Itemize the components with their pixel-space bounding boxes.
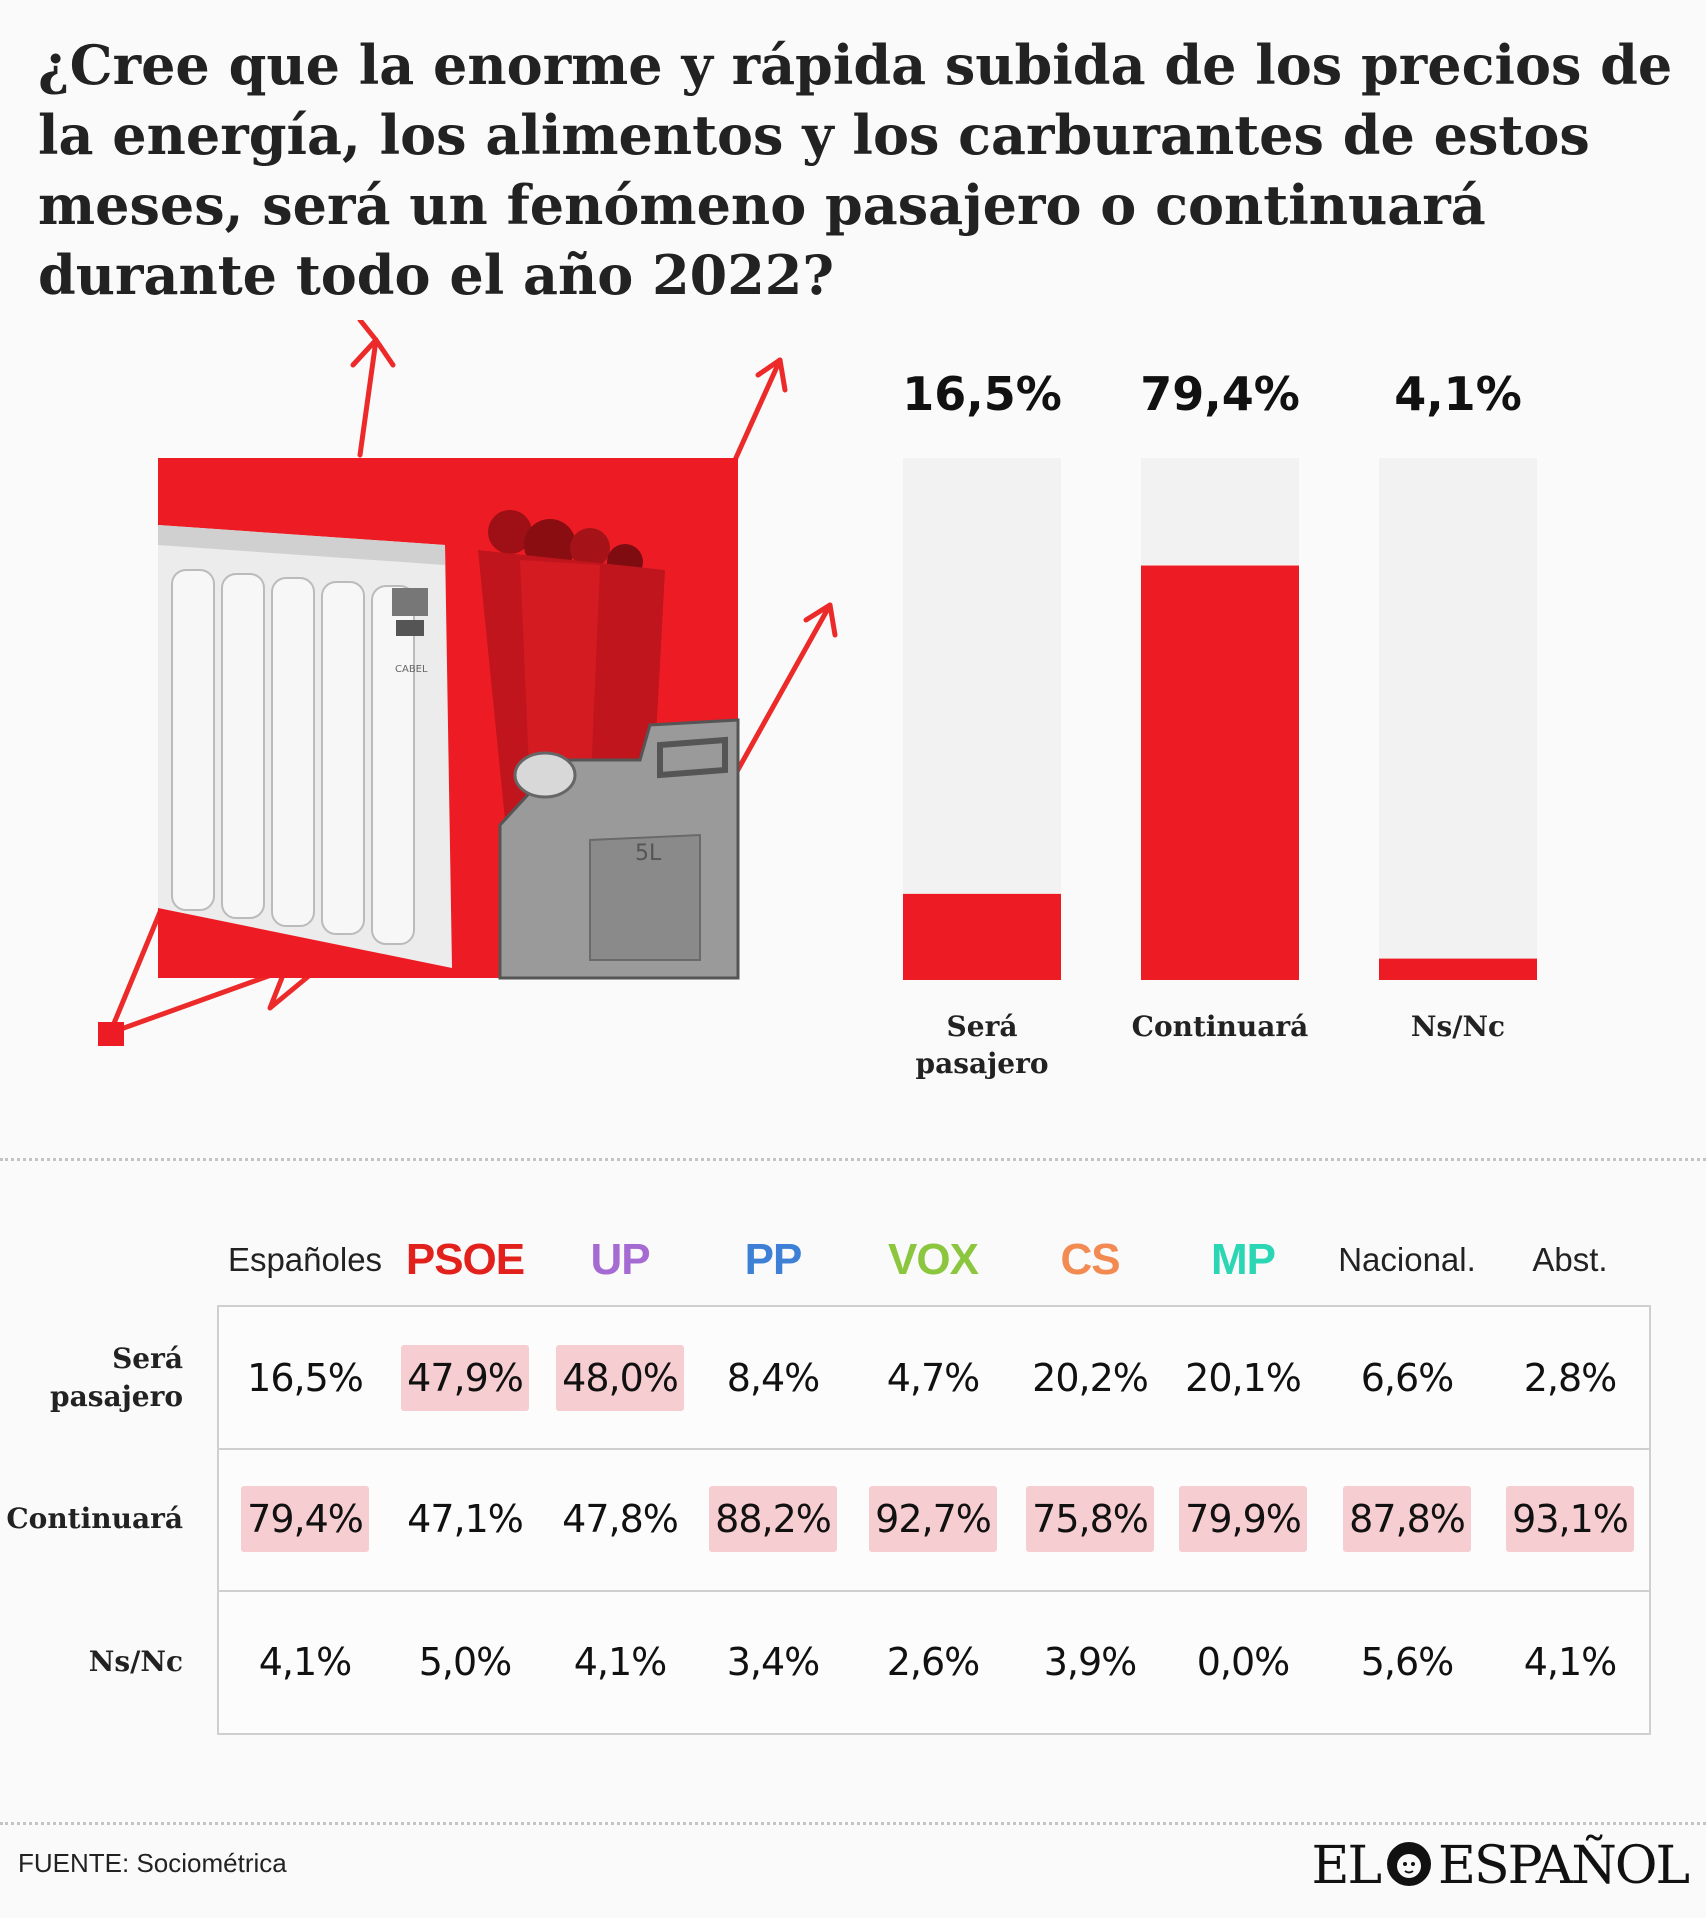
lion-head-icon xyxy=(1386,1842,1431,1886)
table-cell: 4,1% xyxy=(1523,1640,1618,1684)
row-label: Continuará xyxy=(0,1500,183,1538)
section-divider-bottom xyxy=(0,1822,1706,1825)
bar-value-label: 79,4% xyxy=(1140,367,1300,421)
table-cell: 79,9% xyxy=(1179,1486,1307,1552)
table-cell: 4,1% xyxy=(573,1640,668,1684)
section-divider-top xyxy=(0,1158,1706,1161)
bar-track xyxy=(903,458,1061,980)
bar-value-label: 4,1% xyxy=(1394,367,1522,421)
table-cell: 48,0% xyxy=(556,1345,684,1411)
table-cell: 20,1% xyxy=(1185,1356,1302,1400)
bar xyxy=(1141,565,1299,980)
jerrycan-image: 5L xyxy=(498,718,740,980)
table-cell: 0,0% xyxy=(1196,1640,1291,1684)
table-cell: 47,8% xyxy=(562,1497,679,1541)
chart-question-title: ¿Cree que la enorme y rápida subida de l… xyxy=(38,33,1673,307)
bar-category-label: Será xyxy=(947,1010,1018,1043)
table-cell: 88,2% xyxy=(709,1486,837,1552)
row-label-line: pasajero xyxy=(50,1380,183,1413)
table-cell: 5,0% xyxy=(418,1640,513,1684)
bar xyxy=(1379,958,1537,980)
table-cell: 93,1% xyxy=(1506,1486,1634,1552)
bar-category-label: pasajero xyxy=(916,1047,1049,1080)
table-row-separator xyxy=(217,1448,1651,1450)
row-label-line: Será xyxy=(112,1342,183,1375)
column-header: Abst. xyxy=(1532,1241,1608,1278)
row-label: Ns/Nc xyxy=(0,1643,183,1681)
table-cell: 75,8% xyxy=(1026,1486,1154,1552)
table-cell: 3,9% xyxy=(1043,1640,1138,1684)
arrow-origin-square xyxy=(98,1022,124,1046)
table-cell: 2,6% xyxy=(886,1640,981,1684)
table-cell: 8,4% xyxy=(726,1356,821,1400)
el-espanol-logo: EL ESPAÑOL xyxy=(1311,1836,1690,1896)
column-header: MP xyxy=(1211,1235,1276,1284)
table-cell: 79,4% xyxy=(241,1486,369,1552)
column-header: PP xyxy=(744,1235,803,1284)
bar-chart: 16,5% Será pasajero 79,4% Continuará 4,1% Ns/N… xyxy=(902,367,1537,1080)
table-cell: 2,8% xyxy=(1523,1356,1618,1400)
bar-track xyxy=(1379,458,1537,980)
table-cell: 4,1% xyxy=(258,1640,353,1684)
column-header: Españoles xyxy=(227,1241,383,1278)
row-label-line: Continuará xyxy=(6,1502,183,1535)
radiator-image: CABEL xyxy=(158,525,452,968)
row-label: Será pasajero xyxy=(0,1340,183,1416)
table-cell: 5,6% xyxy=(1360,1640,1455,1684)
column-header: UP xyxy=(590,1235,650,1284)
table-cell: 3,4% xyxy=(726,1640,821,1684)
column-header: CS xyxy=(1060,1235,1120,1284)
table-cell: 92,7% xyxy=(869,1486,997,1552)
table-cell: 4,7% xyxy=(886,1356,981,1400)
table-cell: 16,5% xyxy=(247,1356,364,1400)
table-cell: 47,1% xyxy=(407,1497,524,1541)
bar xyxy=(903,893,1061,980)
jerrycan-mark-text: 5L xyxy=(635,841,662,866)
radiator-brand-text: CABEL xyxy=(395,664,428,675)
price-rise-illustration: CABEL 5L xyxy=(98,320,838,1046)
table-cell: 20,2% xyxy=(1032,1356,1149,1400)
row-label-line: Ns/Nc xyxy=(88,1645,183,1678)
bar-category-label: Continuará xyxy=(1132,1010,1309,1043)
source-note: FUENTE: Sociométrica xyxy=(18,1848,287,1878)
table-cell: 87,8% xyxy=(1343,1486,1471,1552)
column-header: PSOE xyxy=(405,1235,525,1284)
table-cell: 47,9% xyxy=(401,1345,529,1411)
column-header: VOX xyxy=(888,1235,979,1284)
table-cell: 6,6% xyxy=(1360,1356,1455,1400)
table-row-separator xyxy=(217,1590,1651,1592)
rising-arrows xyxy=(107,320,838,1036)
logo-text-right: ESPAÑOL xyxy=(1437,1836,1690,1896)
bar-value-label: 16,5% xyxy=(902,367,1062,421)
column-header: Nacional. xyxy=(1338,1241,1476,1278)
logo-text-left: EL xyxy=(1311,1836,1381,1896)
bar-category-label: Ns/Nc xyxy=(1411,1010,1505,1043)
breakdown-table: Españoles PSOE UP PP VOX CS MP Nacional. Abst. S… xyxy=(0,1210,1706,1770)
